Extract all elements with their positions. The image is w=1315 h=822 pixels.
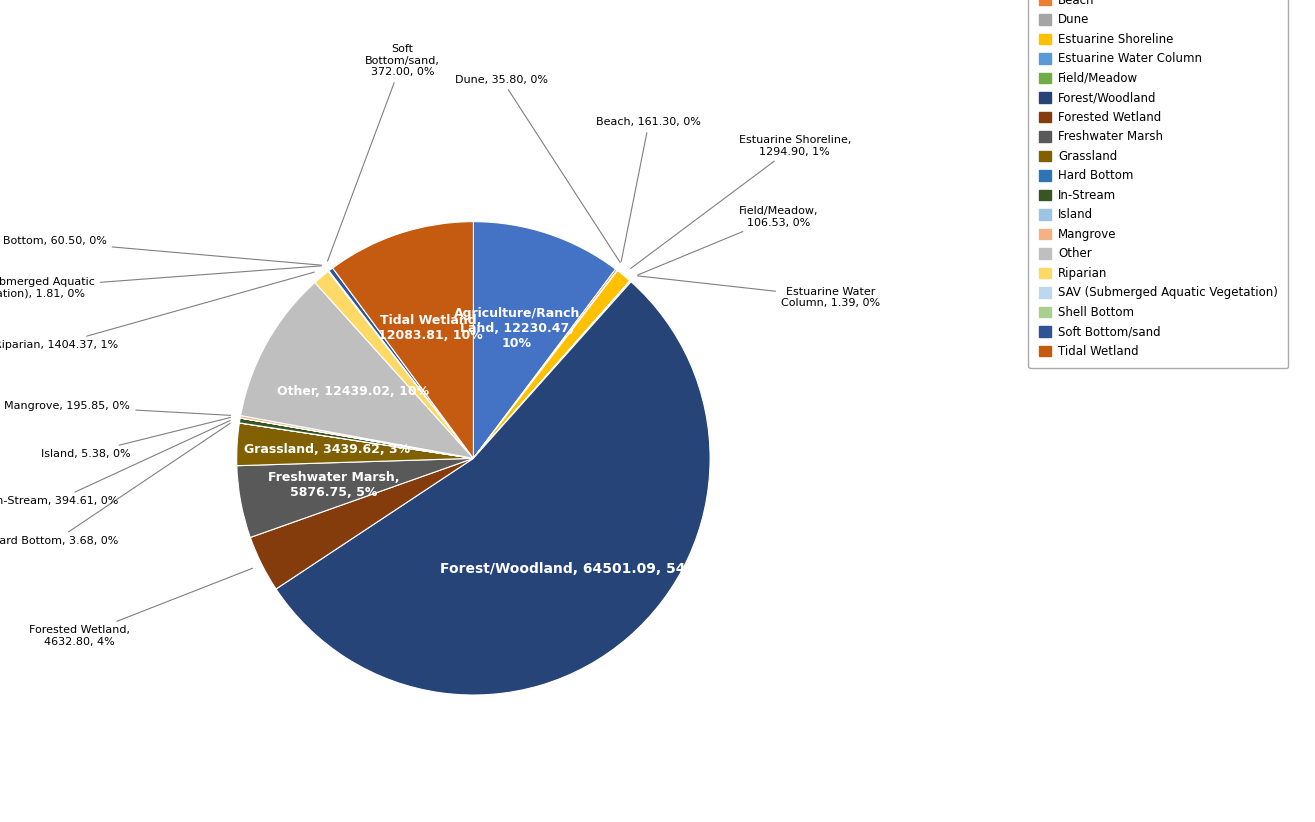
Wedge shape (314, 271, 473, 459)
Text: Mangrove, 195.85, 0%: Mangrove, 195.85, 0% (4, 401, 230, 415)
Wedge shape (239, 418, 473, 459)
Text: Tidal Wetland,
12083.81, 10%: Tidal Wetland, 12083.81, 10% (377, 314, 483, 342)
Wedge shape (241, 418, 473, 459)
Wedge shape (473, 270, 630, 459)
Text: Grassland, 3439.62, 3%: Grassland, 3439.62, 3% (243, 443, 410, 456)
Wedge shape (237, 423, 473, 466)
Text: Agriculture/Ranch
Land, 12230.47,
10%: Agriculture/Ranch Land, 12230.47, 10% (454, 307, 580, 349)
Wedge shape (473, 269, 617, 459)
Text: Soft
Bottom/sand,
372.00, 0%: Soft Bottom/sand, 372.00, 0% (327, 44, 439, 261)
Wedge shape (239, 423, 473, 459)
Wedge shape (241, 416, 473, 459)
Text: Freshwater Marsh,
5876.75, 5%: Freshwater Marsh, 5876.75, 5% (268, 471, 400, 499)
Wedge shape (250, 459, 473, 589)
Text: Other, 12439.02, 10%: Other, 12439.02, 10% (277, 385, 430, 398)
Text: Estuarine Water
Column, 1.39, 0%: Estuarine Water Column, 1.39, 0% (638, 276, 880, 308)
Text: Riparian, 1404.37, 1%: Riparian, 1404.37, 1% (0, 272, 314, 349)
Text: In-Stream, 394.61, 0%: In-Stream, 394.61, 0% (0, 421, 230, 506)
Wedge shape (329, 270, 473, 459)
Wedge shape (473, 270, 618, 459)
Wedge shape (473, 281, 631, 459)
Wedge shape (237, 459, 473, 538)
Wedge shape (276, 282, 710, 695)
Wedge shape (473, 281, 630, 459)
Text: Estuarine Shoreline,
1294.90, 1%: Estuarine Shoreline, 1294.90, 1% (631, 135, 851, 269)
Text: Island, 5.38, 0%: Island, 5.38, 0% (41, 418, 230, 459)
Wedge shape (329, 271, 473, 459)
Text: Forest/Woodland, 64501.09, 54%: Forest/Woodland, 64501.09, 54% (439, 562, 700, 576)
Text: Dune, 35.80, 0%: Dune, 35.80, 0% (455, 75, 621, 262)
Text: Beach, 161.30, 0%: Beach, 161.30, 0% (597, 118, 701, 261)
Text: SAV (Submerged Aquatic
Vegetation), 1.81, 0%: SAV (Submerged Aquatic Vegetation), 1.81… (0, 266, 321, 298)
Text: Hard Bottom, 3.68, 0%: Hard Bottom, 3.68, 0% (0, 423, 230, 546)
Wedge shape (329, 268, 473, 459)
Text: Field/Meadow,
106.53, 0%: Field/Meadow, 106.53, 0% (638, 206, 818, 275)
Wedge shape (241, 283, 473, 459)
Text: Shell Bottom, 60.50, 0%: Shell Bottom, 60.50, 0% (0, 236, 322, 266)
Text: Forested Wetland,
4632.80, 4%: Forested Wetland, 4632.80, 4% (29, 568, 252, 647)
Wedge shape (473, 222, 615, 459)
Wedge shape (333, 222, 473, 459)
Legend: Agriculture/Ranch Land, Beach, Dune, Estuarine Shoreline, Estuarine Water Column: Agriculture/Ranch Land, Beach, Dune, Est… (1028, 0, 1289, 368)
